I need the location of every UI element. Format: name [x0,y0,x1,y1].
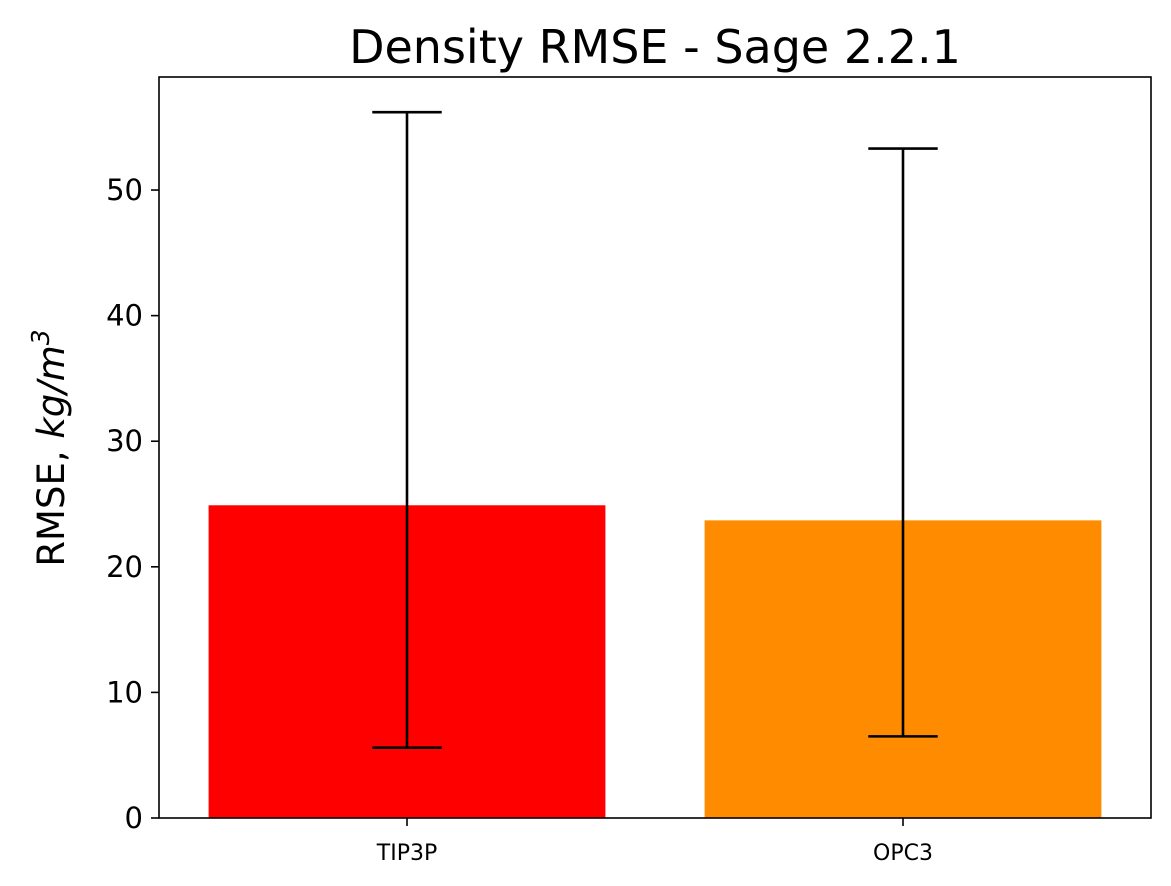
y-tick-label-0: 0 [125,801,143,835]
plot-frame [158,76,1152,819]
y-tick-label-50: 50 [106,173,143,207]
y-tick-label-30: 30 [106,424,143,458]
y-axis-label-text: RMSE, [30,439,73,567]
error-bars-group [372,110,938,749]
chart-title: Density RMSE - Sage 2.2.1 [349,20,961,74]
bars-group [208,505,1102,818]
x-tick-label-opc3: OPC3 [873,841,933,866]
y-axis-label-superscript: 3 [26,329,55,345]
y-tick-label-10: 10 [106,675,143,709]
y-axis-label-unit: kg/m [30,345,73,438]
y-axis-label: RMSE, kg/m3 [26,329,73,566]
y-tick-label-20: 20 [106,550,143,584]
y-tick-label-40: 40 [106,299,143,333]
x-tick-label-tip3p: TIP3P [376,841,437,866]
y-ticks-group: 0 10 20 30 40 50 [106,173,159,835]
x-ticks-group: TIP3P OPC3 [376,818,933,866]
